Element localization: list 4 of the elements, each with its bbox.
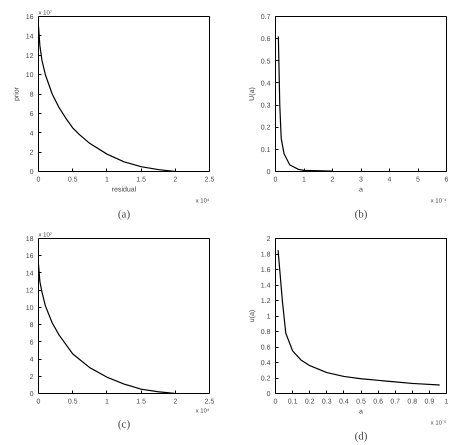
text: (c)	[118, 418, 130, 430]
text: (b)	[354, 208, 368, 220]
text: (a)	[118, 208, 130, 220]
text: (d)	[354, 430, 368, 442]
